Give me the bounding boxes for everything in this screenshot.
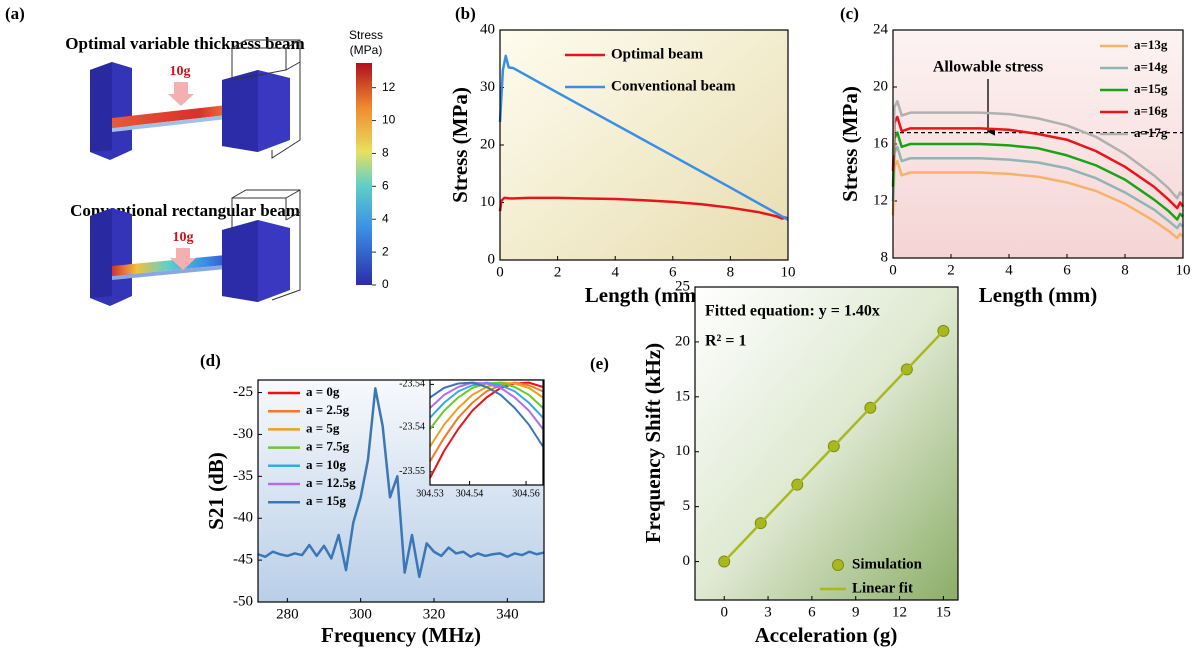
panel-label: (e) — [590, 354, 609, 373]
y-axis-label: S21 (dB) — [204, 452, 228, 530]
legend-label: a = 7.5g — [306, 439, 350, 454]
x-tick-label: 4 — [1005, 262, 1013, 278]
legend-label: a = 12.5g — [306, 475, 356, 490]
x-tick-label: 300 — [349, 606, 372, 622]
y-tick-label: 20 — [873, 78, 888, 94]
x-tick-label: 8 — [1121, 262, 1129, 278]
legend-label: Simulation — [852, 556, 923, 572]
threshold-label: Allowable stress — [933, 59, 1043, 76]
x-tick-label: 320 — [423, 606, 446, 622]
panel-label: (c) — [840, 4, 859, 23]
x-tick-label: 0 — [496, 264, 504, 280]
y-tick-label: -45 — [233, 552, 253, 568]
x-axis-label: Length (mm) — [979, 283, 1097, 307]
load-label: 10g — [170, 64, 191, 79]
y-tick-label: -35 — [233, 468, 253, 484]
x-tick-label: 8 — [727, 264, 735, 280]
beam-illustration — [90, 40, 300, 160]
panel-label: (d) — [200, 351, 221, 370]
x-tick-label: 304.56 — [512, 488, 540, 499]
x-tick-label: 304.53 — [416, 488, 444, 499]
y-tick-label: 40 — [480, 21, 495, 37]
x-axis-label: Acceleration (g) — [755, 623, 898, 647]
y-tick-label: 0 — [488, 251, 496, 267]
beam-title: Optimal variable thickness beam — [65, 34, 304, 53]
x-tick-label: 2 — [947, 262, 955, 278]
y-tick-label: -50 — [233, 593, 253, 609]
y-tick-label: -40 — [233, 510, 253, 526]
annotation: R² = 1 — [705, 333, 746, 350]
legend-label: a=17g — [1134, 125, 1168, 140]
colorbar-tick-label: 0 — [382, 277, 389, 291]
colorbar-tick-label: 8 — [382, 146, 389, 160]
legend-marker — [833, 560, 844, 571]
x-tick-label: 4 — [611, 264, 619, 280]
colorbar-title: (MPa) — [350, 43, 383, 57]
legend-label: a = 5g — [306, 420, 340, 435]
colorbar-tick-label: 2 — [382, 244, 389, 258]
y-tick-label: -25 — [233, 384, 253, 400]
y-tick-label: 10 — [480, 194, 495, 210]
y-tick-label: 0 — [683, 553, 691, 569]
colorbar-tick-label: 4 — [382, 211, 389, 225]
x-tick-label: 10 — [1176, 262, 1191, 278]
panel-label: (a) — [5, 4, 25, 23]
x-tick-label: 6 — [1063, 262, 1071, 278]
y-tick-label: 20 — [480, 136, 495, 152]
y-tick-label: -23.54 — [399, 422, 425, 433]
colorbar-tick-label: 10 — [382, 113, 396, 127]
x-tick-label: 0 — [889, 262, 897, 278]
panel-label: (b) — [455, 4, 476, 23]
x-tick-label: 280 — [276, 606, 299, 622]
y-tick-label: 10 — [675, 443, 690, 459]
y-tick-label: 15 — [675, 388, 690, 404]
load-label: 10g — [173, 230, 194, 245]
legend-label: a = 2.5g — [306, 402, 350, 417]
plot-background — [500, 30, 788, 260]
legend-label: Conventional beam — [611, 78, 736, 94]
figure: (a) Optimal variable thickness beam 10g … — [0, 0, 1197, 657]
legend-label: a=15g — [1134, 81, 1168, 96]
y-tick-label: 8 — [881, 249, 889, 265]
y-tick-label: 25 — [675, 278, 690, 294]
x-axis-label: Frequency (MHz) — [321, 623, 481, 647]
legend-label: Optimal beam — [611, 46, 704, 62]
y-tick-label: 30 — [480, 79, 495, 95]
legend-label: a = 0g — [306, 384, 340, 399]
x-tick-label: 304.54 — [456, 488, 484, 499]
x-tick-label: 6 — [808, 604, 816, 620]
y-tick-label: -23.54 — [399, 379, 425, 390]
legend-label: a=16g — [1134, 103, 1168, 118]
x-tick-label: 12 — [892, 604, 907, 620]
y-tick-label: 5 — [683, 498, 691, 514]
y-tick-label: 20 — [675, 333, 690, 349]
x-tick-label: 340 — [496, 606, 519, 622]
x-tick-label: 15 — [936, 604, 951, 620]
colorbar — [356, 63, 372, 285]
legend-label: a=14g — [1134, 59, 1168, 74]
y-axis-label: Frequency Shift (kHz) — [641, 343, 665, 543]
annotation: Fitted equation: y = 1.40x — [705, 303, 880, 320]
y-tick-label: -30 — [233, 426, 253, 442]
colorbar-title: Stress — [349, 28, 383, 42]
y-tick-label: -23.55 — [399, 466, 425, 477]
y-axis-label: Stress (MPa) — [838, 86, 862, 202]
x-tick-label: 9 — [852, 604, 860, 620]
legend-label: a = 10g — [306, 457, 346, 472]
legend-label: a=13g — [1134, 37, 1168, 52]
y-tick-label: 12 — [873, 192, 888, 208]
x-tick-label: 10 — [781, 264, 796, 280]
y-tick-label: 16 — [873, 135, 889, 151]
x-tick-label: 2 — [554, 264, 562, 280]
colorbar-tick-label: 12 — [382, 80, 396, 94]
x-tick-label: 3 — [764, 604, 772, 620]
legend-label: a = 15g — [306, 493, 346, 508]
legend-label: Linear fit — [852, 580, 913, 596]
y-axis-label: Stress (MPa) — [448, 87, 472, 203]
x-tick-label: 0 — [720, 604, 728, 620]
colorbar-tick-label: 6 — [382, 179, 389, 193]
y-tick-label: 24 — [873, 21, 889, 37]
